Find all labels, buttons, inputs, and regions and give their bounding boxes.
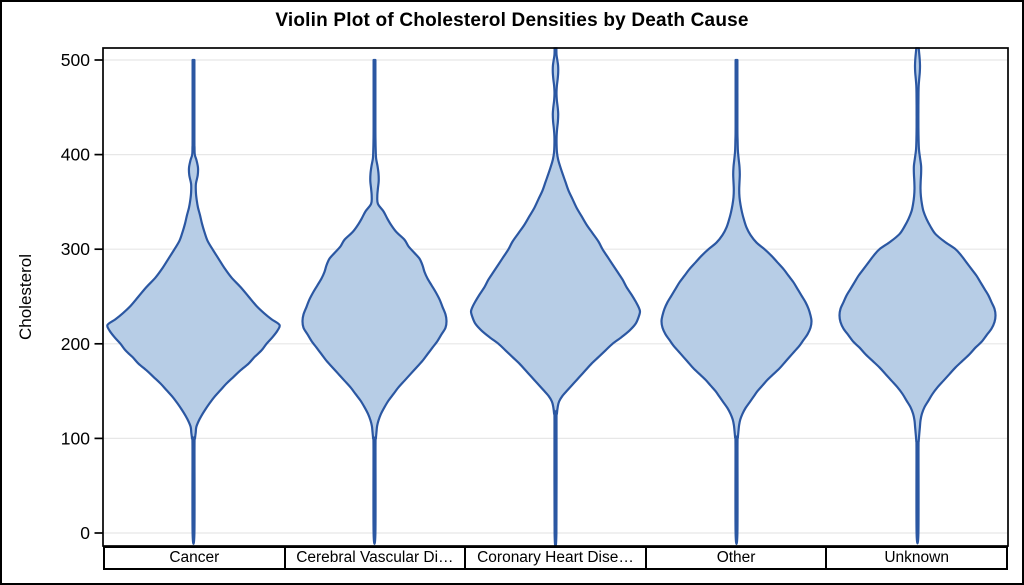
x-axis-category-other: Other <box>644 546 828 570</box>
x-axis-category-coronary-heart-disease: Coronary Heart Dise… <box>464 546 647 570</box>
y-tick-label-300: 300 <box>61 239 90 259</box>
y-tick-label-400: 400 <box>61 145 90 165</box>
x-axis-category-unknown: Unknown <box>825 546 1008 570</box>
x-axis-category-cancer: Cancer <box>103 546 286 570</box>
violin-unknown <box>838 47 997 545</box>
y-tick-label-200: 200 <box>61 334 90 354</box>
x-axis-category-cerebral-vascular-disease: Cerebral Vascular Di… <box>283 546 467 570</box>
y-tick-label-500: 500 <box>61 50 90 70</box>
chart-title: Violin Plot of Cholesterol Densities by … <box>275 10 749 31</box>
y-tick-label-100: 100 <box>61 428 90 448</box>
violin-cancer <box>106 58 281 545</box>
violin-other <box>660 58 813 546</box>
violins-group <box>106 47 997 547</box>
violin-coronary-heart-disease <box>469 47 642 547</box>
violin-cerebral-vascular-disease <box>301 58 448 545</box>
y-tick-label-0: 0 <box>80 523 90 543</box>
x-axis-category-row: Cancer Cerebral Vascular Di… Coronary He… <box>103 546 1008 570</box>
